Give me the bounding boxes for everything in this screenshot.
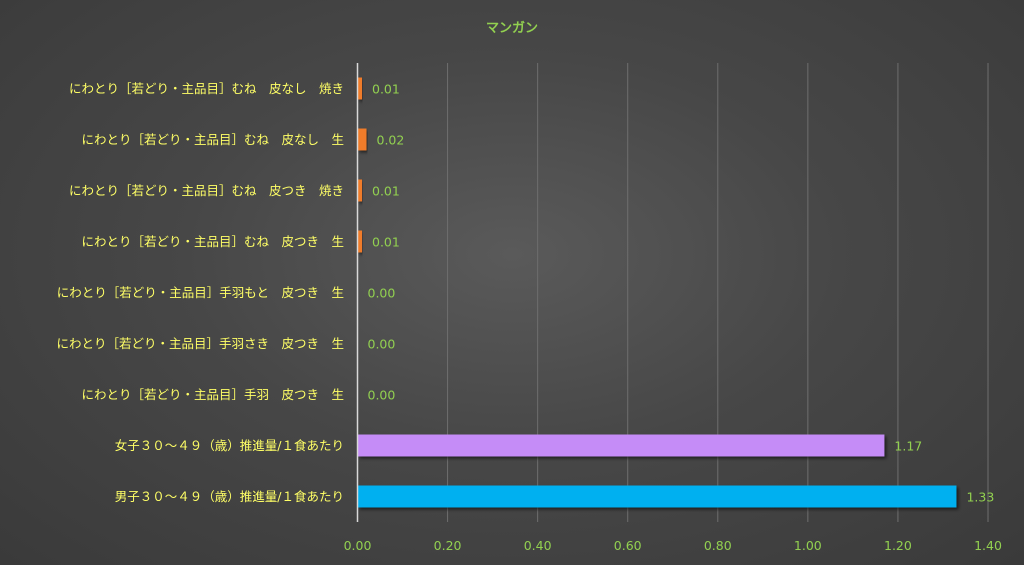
x-axis-ticks: 0.00 0.20 0.40 0.60 0.80 1.00 1.20 1.40 — [344, 538, 1002, 553]
x-tick-label: 1.20 — [884, 538, 912, 553]
category-label: 女子３０～４９（歳）推進量/１食あたり — [115, 438, 344, 453]
x-tick-label: 1.00 — [794, 538, 822, 553]
x-tick-label: 0.00 — [344, 538, 372, 553]
data-label: 1.33 — [966, 490, 994, 505]
data-label: 0.00 — [368, 337, 396, 352]
category-label: にわとり［若どり・主品目］むね 皮つき 生 — [81, 234, 344, 249]
bar — [357, 485, 957, 508]
data-label: 0.01 — [372, 184, 400, 199]
chart-title: マンガン — [486, 21, 538, 36]
bar — [357, 230, 363, 253]
data-label: 0.01 — [372, 235, 400, 250]
category-label: にわとり［若どり・主品目］手羽さき 皮つき 生 — [56, 336, 344, 351]
category-label: にわとり［若どり・主品目］むね 皮なし 生 — [81, 132, 344, 147]
bar — [357, 128, 367, 151]
category-label: にわとり［若どり・主品目］むね 皮つき 焼き — [69, 183, 344, 198]
bar — [357, 434, 885, 457]
gridlines — [447, 63, 989, 522]
data-label: 0.02 — [377, 133, 405, 148]
data-label: 0.01 — [372, 82, 400, 97]
x-tick-label: 0.60 — [614, 538, 642, 553]
bars — [357, 77, 957, 508]
data-label: 1.17 — [894, 439, 922, 454]
x-tick-label: 1.40 — [974, 538, 1002, 553]
bar — [357, 77, 363, 100]
data-label: 0.00 — [368, 286, 396, 301]
category-label: にわとり［若どり・主品目］むね 皮なし 焼き — [69, 81, 344, 96]
x-tick-label: 0.80 — [704, 538, 732, 553]
bar — [357, 179, 363, 202]
category-label: 男子３０～４９（歳）推進量/１食あたり — [115, 489, 344, 504]
data-labels: 0.01 0.02 0.01 0.01 0.00 0.00 0.00 1.17 1.33 — [368, 82, 995, 505]
x-tick-label: 0.40 — [524, 538, 552, 553]
x-tick-label: 0.20 — [434, 538, 462, 553]
category-label: にわとり［若どり・主品目］手羽 皮つき 生 — [81, 387, 344, 402]
category-label: にわとり［若どり・主品目］手羽もと 皮つき 生 — [57, 285, 344, 300]
data-label: 0.00 — [368, 388, 396, 403]
